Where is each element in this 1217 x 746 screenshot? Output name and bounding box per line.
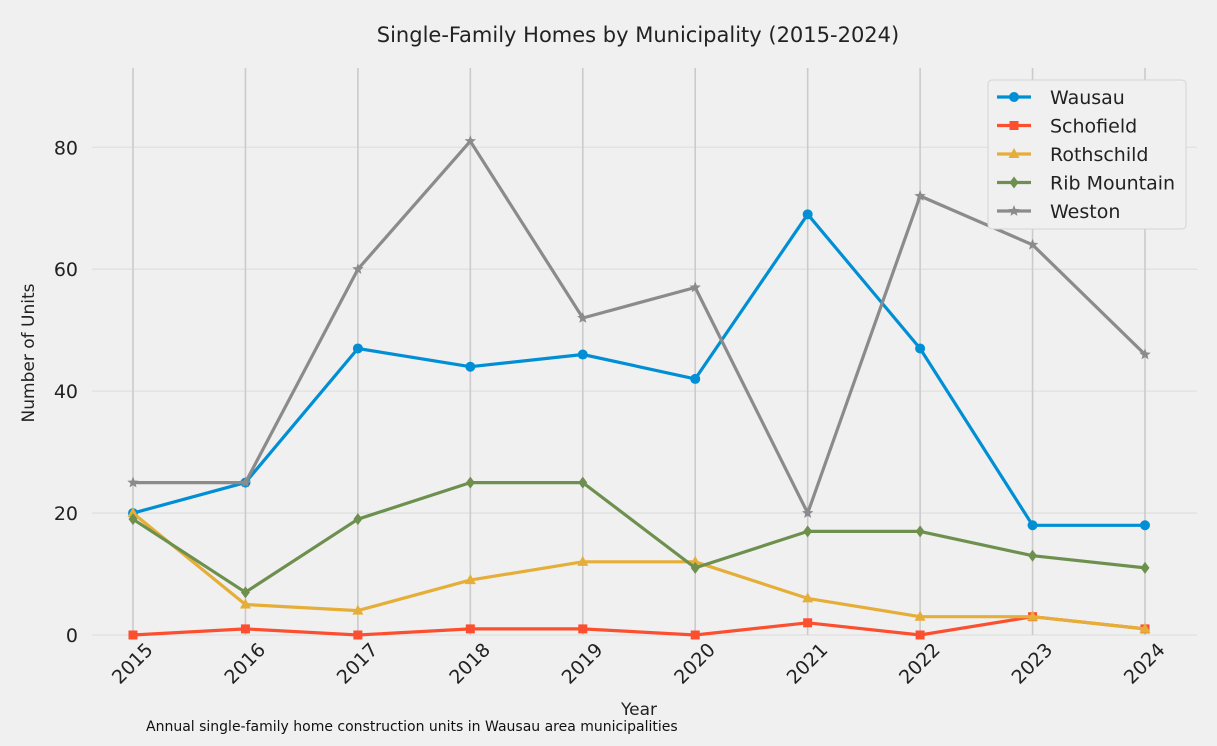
data-point — [578, 476, 588, 489]
data-point — [689, 555, 701, 566]
legend-label: Rothschild — [1050, 144, 1148, 166]
data-point — [352, 604, 364, 615]
data-point — [914, 610, 926, 621]
data-point — [915, 343, 926, 354]
legend-label: Rib Mountain — [1050, 173, 1175, 195]
legend-item: Rib Mountain — [997, 173, 1175, 195]
legend-label: Wausau — [1050, 87, 1125, 109]
series-line — [133, 139, 1147, 515]
data-point — [1009, 121, 1019, 130]
x-tick-label: 2022 — [895, 639, 945, 689]
x-tick-label: 2018 — [445, 639, 495, 689]
y-tick-label: 0 — [66, 625, 78, 647]
data-point — [802, 507, 814, 518]
data-point — [1008, 148, 1020, 158]
data-point — [1140, 520, 1150, 531]
data-point — [1140, 561, 1150, 574]
data-point — [240, 624, 250, 634]
data-point — [1028, 549, 1038, 562]
series-weston — [127, 135, 1151, 518]
data-point — [1139, 348, 1151, 360]
data-point — [690, 373, 701, 384]
legend-item: Schofield — [997, 116, 1137, 138]
legend-box — [987, 79, 1187, 230]
legend-label: Schofield — [1050, 116, 1137, 138]
data-point — [465, 361, 476, 372]
series-line — [132, 481, 1146, 594]
legend-item: Rothschild — [997, 144, 1148, 166]
series-rib-mountain — [128, 476, 1150, 599]
data-point — [1139, 622, 1151, 633]
data-point — [464, 574, 476, 585]
data-point — [127, 507, 139, 518]
x-axis-label: Year — [620, 700, 657, 720]
data-point — [803, 525, 813, 538]
data-point — [803, 618, 813, 628]
data-point — [915, 525, 925, 538]
data-point — [690, 561, 700, 574]
data-point — [352, 263, 364, 274]
data-point — [127, 476, 139, 488]
data-point — [239, 598, 251, 609]
data-point — [1009, 92, 1019, 102]
data-point — [1026, 238, 1039, 250]
data-point — [577, 349, 588, 360]
data-point — [802, 209, 813, 220]
series-line — [131, 511, 1146, 631]
data-point — [465, 476, 475, 489]
data-point — [353, 513, 363, 526]
series-line — [132, 212, 1145, 527]
data-point — [577, 555, 589, 566]
data-point — [915, 630, 925, 640]
data-point — [352, 343, 363, 354]
data-point — [578, 624, 588, 634]
series-rothschild — [127, 507, 1151, 633]
data-point — [239, 476, 252, 488]
x-tick-label: 2021 — [783, 639, 833, 689]
y-tick-label: 60 — [54, 259, 78, 281]
y-tick-label: 80 — [54, 137, 78, 159]
data-point — [353, 630, 363, 640]
series-lines — [127, 135, 1151, 640]
data-point — [464, 135, 476, 146]
data-point — [1027, 520, 1038, 531]
data-point — [128, 630, 138, 640]
legend-item: Wausau — [997, 87, 1125, 109]
y-axis-label: Number of Units — [19, 283, 39, 422]
x-tick-label: 2016 — [220, 639, 270, 689]
x-tick-label: 2023 — [1007, 639, 1057, 689]
chart-caption: Annual single-family home construction u… — [146, 719, 678, 735]
x-tick-label: 2020 — [670, 639, 720, 689]
data-point — [690, 630, 700, 640]
legend-item: Weston — [997, 201, 1120, 223]
data-point — [914, 190, 926, 201]
data-point — [1008, 205, 1020, 216]
data-point — [465, 624, 475, 634]
data-point — [577, 312, 589, 323]
legend-label: Weston — [1050, 201, 1120, 223]
y-tick-label: 40 — [54, 381, 78, 403]
series-line — [132, 615, 1146, 637]
data-point — [240, 586, 250, 599]
data-point — [128, 513, 138, 526]
x-tick-label: 2024 — [1120, 639, 1170, 689]
x-tick-label: 2017 — [333, 639, 383, 689]
y-tick-label: 20 — [54, 503, 78, 525]
legend: Wausau Schofield Rothschild Rib Mountain Wes… — [987, 79, 1187, 230]
data-point — [1027, 610, 1039, 621]
chart-title: Single-Family Homes by Municipality (201… — [377, 23, 899, 47]
data-point — [689, 281, 701, 293]
data-point — [1009, 176, 1019, 189]
x-tick-label: 2015 — [108, 639, 158, 689]
series-wausau — [128, 209, 1150, 531]
x-tick-label: 2019 — [558, 639, 608, 689]
data-point — [802, 592, 814, 603]
